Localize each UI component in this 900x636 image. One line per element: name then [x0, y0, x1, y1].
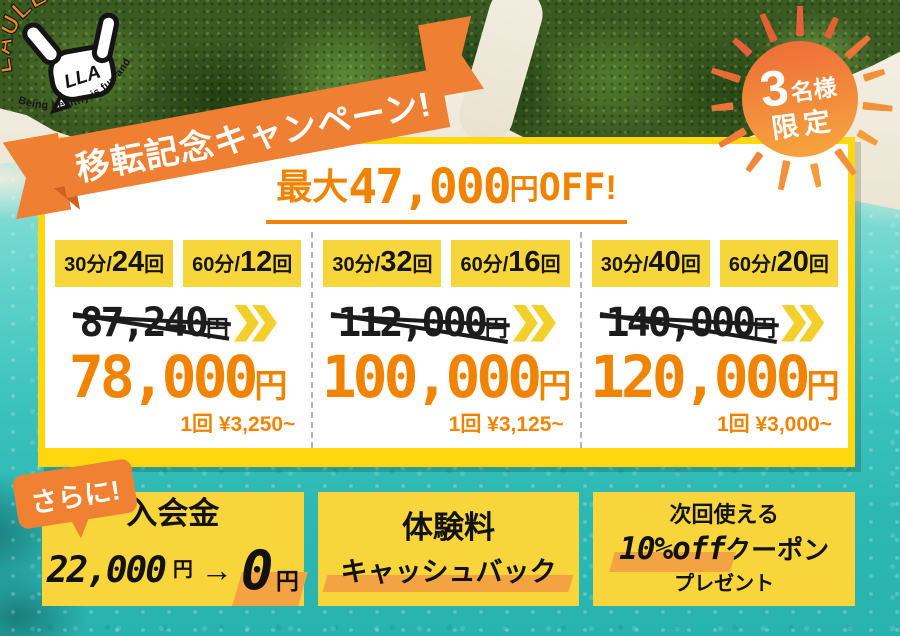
limited-count: 3: [756, 58, 792, 118]
old-price: 140,000円: [605, 300, 777, 346]
trial-title: 体験料: [402, 509, 495, 545]
admission-title: 入会金: [126, 496, 220, 532]
arrow-chevrons-icon: [233, 304, 277, 342]
bonus-card-coupon: 次回使える 10%off クーポン プレゼント: [593, 492, 856, 606]
admission-old-amount: 22,000: [46, 550, 167, 592]
headline-off: OFF: [538, 166, 606, 209]
plan-badge: 60分/12回: [183, 240, 302, 287]
coupon-off-label: 10%off: [619, 530, 726, 567]
new-price: 120,000円: [590, 343, 840, 411]
plan-badge: 30分/32回: [323, 240, 442, 287]
sun-ray: [731, 36, 753, 57]
admission-old-unit: 円: [172, 559, 193, 582]
coupon-suffix: クーポン: [725, 534, 830, 565]
headline-amount: 47,000: [348, 159, 511, 215]
headline-unit: 円: [509, 174, 539, 206]
coupon-off-highlight: 10%off: [619, 530, 726, 568]
sun-ray: [744, 151, 763, 174]
bonus-cards: 入会金 22,000 円 → 0 円 体験料 キャッシュバック 次回使える: [42, 492, 856, 606]
max-discount-headline: 最大47,000円OFF!: [45, 158, 848, 224]
plan-columns: 30分/24回 60分/12回 87,240円 78,000円 1回 ¥3,25…: [45, 232, 848, 448]
arrow-chevrons-icon: [781, 304, 825, 342]
cashback-label: キャッシュバック: [340, 557, 557, 588]
coupon-line3: プレゼント: [674, 573, 775, 596]
sun-ray: [844, 34, 872, 60]
arrow-chevrons-icon: [512, 304, 556, 342]
laulea-logo: LAULE'A LLA Being healthy is fun and eas…: [2, 0, 133, 115]
per-session-price: 1回 ¥3,125~: [448, 413, 564, 436]
plan-badge: 60分/20回: [719, 240, 838, 287]
headline-prefix: 最大: [276, 166, 349, 207]
sun-ray: [796, 6, 804, 36]
arrow-right-icon: →: [200, 552, 233, 589]
shaka-hand-icon: LLA: [22, 12, 120, 115]
limited-sun-badge: 3 名様 限定: [729, 6, 872, 170]
old-price: 112,000円: [337, 300, 508, 346]
sun-circle: 3 名様 限定: [742, 41, 858, 157]
new-price: 100,000円: [321, 343, 572, 411]
bonus-card-trial: 体験料 キャッシュバック: [317, 492, 580, 606]
bonus-card-admission: 入会金 22,000 円 → 0 円: [42, 492, 304, 606]
cashback-highlight: キャッシュバック: [341, 557, 557, 588]
furthermore-label: さらに!: [28, 474, 123, 519]
per-session-price: 1回 ¥3,000~: [716, 413, 832, 436]
plan-badge: 60分/16回: [451, 240, 570, 287]
plan-badge: 30分/40回: [591, 240, 710, 287]
plan-column-2: 30分/32回 60分/16回 112,000円 100,000円 1回 ¥3,…: [311, 232, 579, 448]
plan-badge: 30分/24回: [55, 240, 174, 287]
coupon-line1: 次回使える: [669, 501, 779, 527]
limited-count-suffix: 名様: [789, 73, 839, 106]
admission-new-unit: 円: [275, 567, 299, 594]
per-session-price: 1回 ¥3,250~: [180, 413, 296, 436]
limited-text: 3 名様 限定: [756, 55, 843, 143]
old-price: 87,240円: [79, 300, 229, 346]
admission-new-amount: 0: [240, 538, 273, 602]
new-price: 78,000円: [68, 343, 288, 411]
plan-column-1: 30分/24回 60分/12回 87,240円 78,000円 1回 ¥3,25…: [45, 232, 311, 448]
headline-bang: !: [605, 169, 617, 207]
pricing-card: 最大47,000円OFF! 30分/24回 60分/12回 87,240円 78…: [38, 137, 855, 467]
plan-column-3: 30分/40回 60分/20回 140,000円 120,000円 1回 ¥3,…: [579, 232, 848, 448]
admission-new-price-highlight: 0 円: [240, 538, 299, 602]
